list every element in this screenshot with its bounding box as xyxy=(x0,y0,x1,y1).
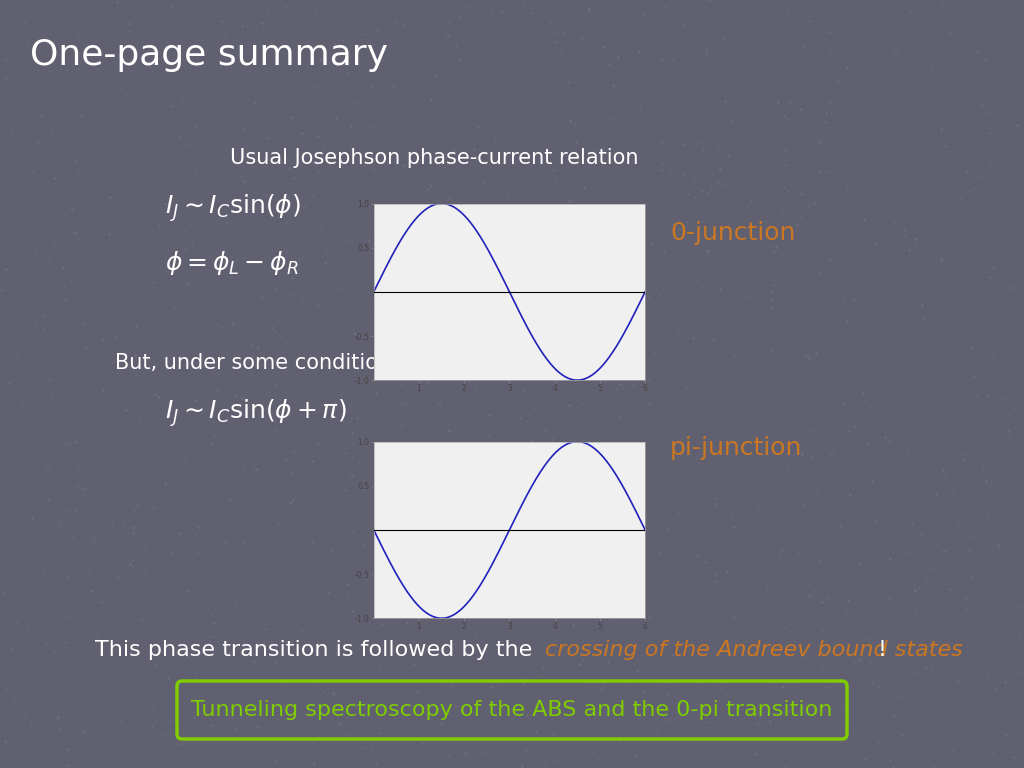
Text: $I_J \sim I_C \sin(\phi + \pi)$: $I_J \sim I_C \sin(\phi + \pi)$ xyxy=(165,397,347,429)
Text: 0-junction: 0-junction xyxy=(670,221,796,245)
Text: Usual Josephson phase-current relation: Usual Josephson phase-current relation xyxy=(230,148,639,168)
Text: $\phi = \phi_L - \phi_R$: $\phi = \phi_L - \phi_R$ xyxy=(165,249,299,277)
Text: But, under some conditions: But, under some conditions xyxy=(115,353,402,373)
Text: $I_J \sim I_C \sin(\phi)$: $I_J \sim I_C \sin(\phi)$ xyxy=(165,192,301,223)
Text: This phase transition is followed by the: This phase transition is followed by the xyxy=(95,640,540,660)
Text: Tunneling spectroscopy of the ABS and the 0-pi transition: Tunneling spectroscopy of the ABS and th… xyxy=(191,700,833,720)
Text: !: ! xyxy=(878,640,887,660)
Text: pi-junction: pi-junction xyxy=(670,436,803,460)
Text: crossing of the Andreev bound states: crossing of the Andreev bound states xyxy=(545,640,963,660)
Text: One-page summary: One-page summary xyxy=(30,38,388,72)
